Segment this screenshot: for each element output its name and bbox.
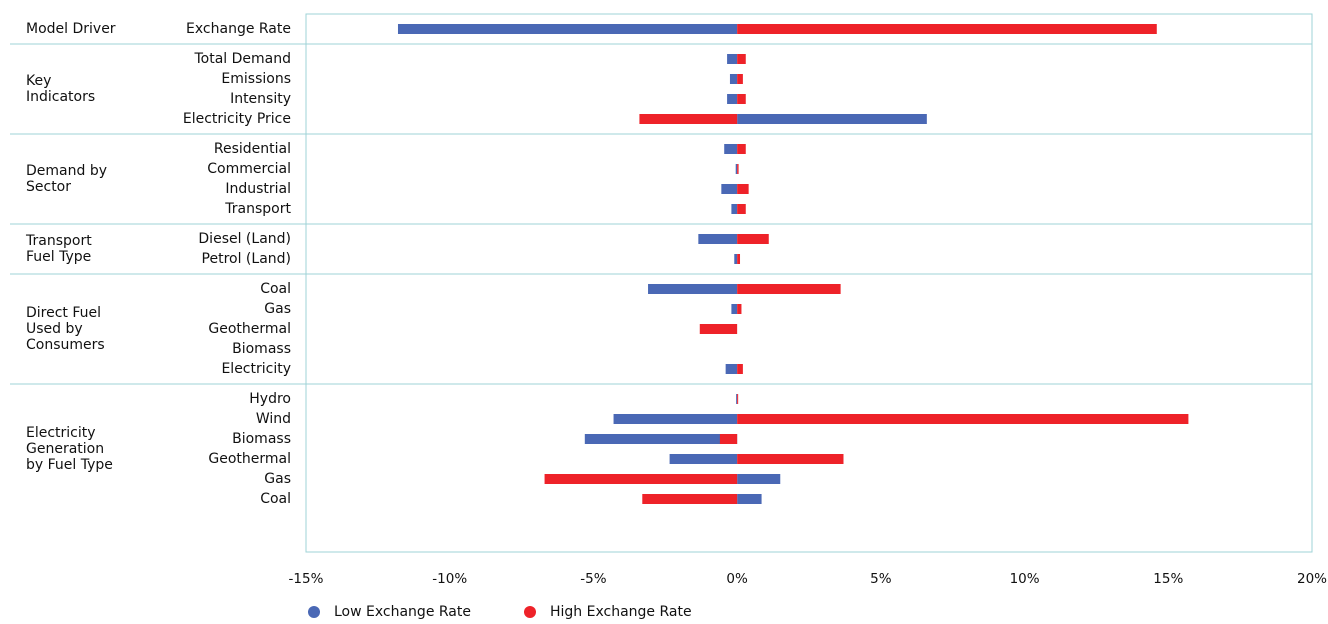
- bar-high-direct-fuel-used-by-consumers-coal: [737, 284, 841, 294]
- bar-low-demand-by-sector-commercial: [735, 164, 738, 174]
- item-label-transport-fuel-type-diesel-land: Diesel (Land): [198, 231, 291, 247]
- legend-swatch-low: [308, 606, 320, 618]
- bar-high-key-indicators-electricity-price: [639, 114, 738, 124]
- bar-high-electricity-generation-by-fuel-type-hydro: [737, 394, 739, 404]
- bar-low-demand-by-sector-industrial: [721, 184, 738, 194]
- item-label-direct-fuel-used-by-consumers-biomass: Biomass: [232, 341, 291, 357]
- item-label-direct-fuel-used-by-consumers-geothermal: Geothermal: [208, 321, 291, 337]
- group-label-direct-fuel-used-by-consumers-line-0: Direct Fuel: [26, 305, 101, 321]
- legend-label-low: Low Exchange Rate: [334, 604, 471, 620]
- bar-low-key-indicators-electricity-price: [737, 114, 927, 124]
- item-label-key-indicators-electricity-price: Electricity Price: [183, 111, 291, 127]
- x-tick-label-1: -10%: [432, 571, 467, 587]
- bar-low-key-indicators-total-demand: [727, 54, 738, 64]
- item-label-model-driver-exchange-rate: Exchange Rate: [186, 21, 291, 37]
- bar-high-electricity-generation-by-fuel-type-wind: [737, 414, 1189, 424]
- group-label-electricity-generation-by-fuel-type-line-1: Generation: [26, 441, 104, 457]
- group-label-key-indicators-line-0: Key: [26, 73, 51, 89]
- item-label-key-indicators-total-demand: Total Demand: [193, 51, 291, 67]
- group-label-electricity-generation-by-fuel-type-line-2: by Fuel Type: [26, 457, 113, 473]
- bar-low-electricity-generation-by-fuel-type-coal: [737, 494, 762, 504]
- item-label-electricity-generation-by-fuel-type-coal: Coal: [260, 491, 291, 507]
- item-label-electricity-generation-by-fuel-type-gas: Gas: [264, 471, 291, 487]
- bar-high-model-driver-exchange-rate: [737, 24, 1157, 34]
- item-label-direct-fuel-used-by-consumers-gas: Gas: [264, 301, 291, 317]
- bar-high-electricity-generation-by-fuel-type-geothermal: [737, 454, 844, 464]
- legend: Low Exchange Rate High Exchange Rate: [308, 604, 692, 620]
- bar-low-electricity-generation-by-fuel-type-biomass: [584, 434, 738, 444]
- item-label-direct-fuel-used-by-consumers-electricity: Electricity: [221, 361, 291, 377]
- x-axis-ticks: -15% -10% -5% 0% 5% 10% 15% 20%: [289, 571, 1328, 587]
- item-label-demand-by-sector-transport: Transport: [224, 201, 291, 217]
- bar-low-direct-fuel-used-by-consumers-electricity: [725, 364, 738, 374]
- bar-low-transport-fuel-type-diesel-land: [698, 234, 738, 244]
- item-label-key-indicators-intensity: Intensity: [230, 91, 291, 107]
- x-tick-label-6: 15%: [1153, 571, 1183, 587]
- bar-high-electricity-generation-by-fuel-type-coal: [642, 494, 738, 504]
- item-label-transport-fuel-type-petrol-land: Petrol (Land): [202, 251, 291, 267]
- item-label-demand-by-sector-residential: Residential: [214, 141, 291, 157]
- group-label-electricity-generation-by-fuel-type-line-0: Electricity: [26, 425, 96, 441]
- x-tick-label-5: 10%: [1010, 571, 1040, 587]
- item-label-key-indicators-emissions: Emissions: [221, 71, 291, 87]
- item-label-electricity-generation-by-fuel-type-wind: Wind: [256, 411, 291, 427]
- item-label-electricity-generation-by-fuel-type-biomass: Biomass: [232, 431, 291, 447]
- x-tick-label-0: -15%: [289, 571, 324, 587]
- bar-low-model-driver-exchange-rate: [397, 24, 738, 34]
- group-label-transport-fuel-type-line-1: Fuel Type: [26, 249, 91, 265]
- item-label-direct-fuel-used-by-consumers-coal: Coal: [260, 281, 291, 297]
- bar-low-demand-by-sector-transport: [731, 204, 738, 214]
- bar-high-demand-by-sector-transport: [737, 204, 746, 214]
- bar-high-demand-by-sector-residential: [737, 144, 746, 154]
- bar-low-direct-fuel-used-by-consumers-coal: [648, 284, 738, 294]
- group-label-demand-by-sector-line-1: Sector: [26, 179, 71, 195]
- item-label-electricity-generation-by-fuel-type-geothermal: Geothermal: [208, 451, 291, 467]
- bar-low-direct-fuel-used-by-consumers-gas: [731, 304, 738, 314]
- x-tick-label-3: 0%: [726, 571, 748, 587]
- bar-low-key-indicators-emissions: [729, 74, 738, 84]
- plot-frame: [305, 13, 1313, 553]
- bar-high-electricity-generation-by-fuel-type-biomass: [719, 434, 738, 444]
- bars: [397, 24, 1189, 504]
- group-label-demand-by-sector-line-0: Demand by: [26, 163, 107, 179]
- group-label-key-indicators-line-1: Indicators: [26, 89, 95, 105]
- legend-swatch-high: [524, 606, 536, 618]
- bar-high-demand-by-sector-industrial: [737, 184, 749, 194]
- x-tick-label-7: 20%: [1297, 571, 1327, 587]
- item-labels: Exchange Rate Total Demand Emissions Intens…: [183, 21, 292, 507]
- group-label-model-driver-line-0: Model Driver: [26, 21, 116, 37]
- x-tick-label-4: 5%: [870, 571, 892, 587]
- bar-high-key-indicators-emissions: [737, 74, 743, 84]
- bar-high-transport-fuel-type-petrol-land: [737, 254, 741, 264]
- bar-high-direct-fuel-used-by-consumers-electricity: [737, 364, 743, 374]
- bar-high-direct-fuel-used-by-consumers-gas: [737, 304, 742, 314]
- legend-label-high: High Exchange Rate: [550, 604, 692, 620]
- bar-low-electricity-generation-by-fuel-type-geothermal: [669, 454, 738, 464]
- group-label-transport-fuel-type-line-0: Transport: [25, 233, 92, 249]
- bar-low-key-indicators-intensity: [727, 94, 738, 104]
- bar-low-electricity-generation-by-fuel-type-wind: [613, 414, 738, 424]
- bar-low-transport-fuel-type-petrol-land: [734, 254, 738, 264]
- group-label-direct-fuel-used-by-consumers-line-2: Consumers: [26, 337, 105, 353]
- item-label-demand-by-sector-commercial: Commercial: [207, 161, 291, 177]
- item-label-demand-by-sector-industrial: Industrial: [225, 181, 291, 197]
- bar-high-key-indicators-total-demand: [737, 54, 746, 64]
- bar-low-demand-by-sector-residential: [724, 144, 738, 154]
- item-label-electricity-generation-by-fuel-type-hydro: Hydro: [249, 391, 291, 407]
- x-tick-label-2: -5%: [580, 571, 606, 587]
- group-label-direct-fuel-used-by-consumers-line-1: Used by: [26, 321, 83, 337]
- bar-high-key-indicators-intensity: [737, 94, 746, 104]
- chart-frame: [10, 13, 1313, 553]
- bar-high-demand-by-sector-commercial: [737, 164, 739, 174]
- bar-high-transport-fuel-type-diesel-land: [737, 234, 769, 244]
- bar-high-electricity-generation-by-fuel-type-gas: [544, 474, 738, 484]
- bar-low-electricity-generation-by-fuel-type-hydro: [736, 394, 738, 404]
- bar-low-electricity-generation-by-fuel-type-gas: [737, 474, 781, 484]
- bar-high-direct-fuel-used-by-consumers-geothermal: [699, 324, 738, 334]
